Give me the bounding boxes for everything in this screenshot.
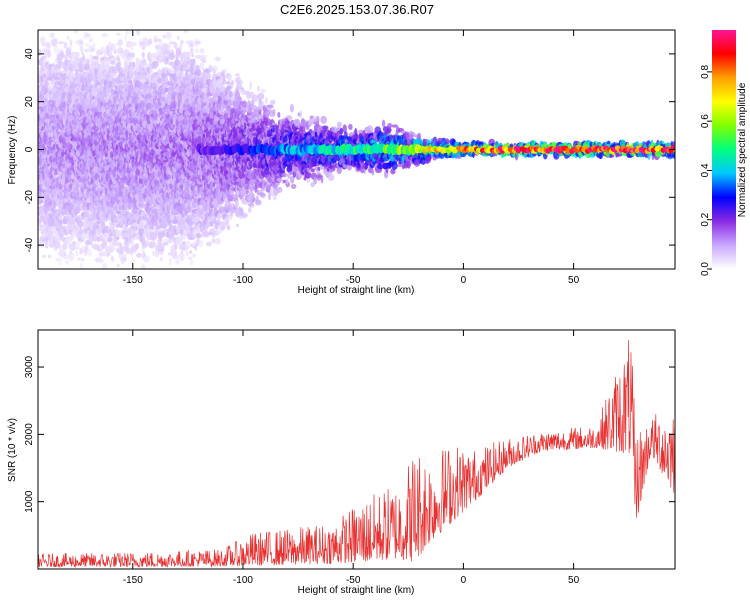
spectral-cell (131, 83, 134, 88)
spectral-cell (136, 252, 142, 258)
spectral-cell (79, 222, 82, 231)
spectral-cell (136, 30, 141, 36)
spectral-cell (112, 72, 118, 77)
spectral-cell (41, 41, 46, 47)
spectral-cell (53, 45, 60, 55)
spectral-cell (65, 259, 70, 265)
spectral-cell (87, 249, 93, 257)
spectral-cell (82, 234, 86, 242)
spectral-cell (74, 52, 80, 58)
spectral-cell (66, 35, 70, 40)
spectral-cell (38, 48, 42, 57)
spectral-cell (41, 254, 47, 258)
spectral-cell (117, 39, 124, 44)
spectral-cell (92, 41, 96, 49)
spectral-cell (107, 236, 113, 242)
spectral-cell (47, 229, 53, 238)
spectral-cell (112, 245, 116, 251)
spectral-cell (79, 40, 83, 45)
spectral-cell (68, 252, 75, 262)
spectral-cell (128, 52, 135, 57)
spectral-cell (84, 33, 91, 38)
spectral-cell (44, 41, 51, 49)
spectral-cell (56, 68, 62, 74)
spectral-cell (60, 51, 65, 59)
spectral-cell (69, 39, 73, 45)
spectral-cell (58, 257, 62, 267)
spectral-cell (88, 37, 94, 43)
spectral-cell (79, 45, 84, 53)
spectral-cell (96, 137, 100, 143)
spectral-cell (99, 258, 104, 264)
spectral-cell (47, 50, 51, 58)
spectral-cell (101, 32, 108, 38)
spectral-cell (69, 218, 76, 226)
spectral-cell (76, 257, 82, 261)
spectral-cell (116, 263, 120, 268)
spectral-cell (118, 61, 122, 69)
spectral-cell (142, 59, 147, 66)
spectral-cell (110, 256, 115, 262)
spectrogram-image (38, 30, 675, 269)
spectral-cell (134, 243, 140, 250)
spectral-cell (73, 30, 78, 34)
spectral-cell (123, 232, 128, 238)
spectral-cell (140, 264, 146, 269)
spectral-cell (132, 61, 136, 68)
figure-title: C2E6.2025.153.07.36.R07 (280, 2, 434, 17)
spectral-cell (131, 41, 137, 47)
spectral-cell (141, 52, 145, 58)
spectral-cell (135, 57, 140, 63)
spectral-cell (49, 32, 55, 39)
spectral-cell (120, 259, 125, 265)
spectral-cell (47, 131, 53, 138)
spectral-cell (81, 257, 85, 262)
spectral-cell (128, 79, 133, 84)
spectral-cell (113, 49, 117, 55)
spectral-cell (57, 41, 64, 45)
spectral-cell (55, 257, 60, 262)
spectral-cell (53, 38, 58, 42)
spectral-cell (47, 254, 52, 259)
spectral-cell (39, 241, 45, 245)
spectral-cell (109, 60, 116, 65)
spectral-cell (122, 253, 127, 260)
spectral-cell (75, 250, 79, 257)
spectral-cell (84, 42, 90, 48)
spectral-cell (79, 261, 84, 269)
spectral-cell (44, 81, 50, 87)
spectral-cell (63, 41, 68, 49)
spectral-cell (63, 251, 67, 257)
spectral-cell (115, 32, 121, 36)
spectral-cell (127, 30, 133, 35)
